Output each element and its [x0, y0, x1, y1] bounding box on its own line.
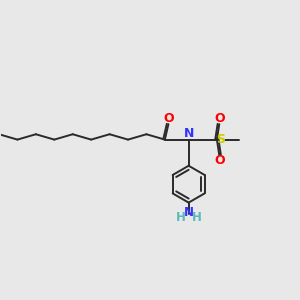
Text: H: H: [192, 211, 202, 224]
Text: O: O: [163, 112, 174, 125]
Text: N: N: [184, 206, 194, 219]
Text: O: O: [214, 154, 225, 167]
Text: S: S: [216, 133, 225, 146]
Text: O: O: [214, 112, 225, 125]
Text: H: H: [176, 211, 186, 224]
Text: N: N: [184, 127, 194, 140]
